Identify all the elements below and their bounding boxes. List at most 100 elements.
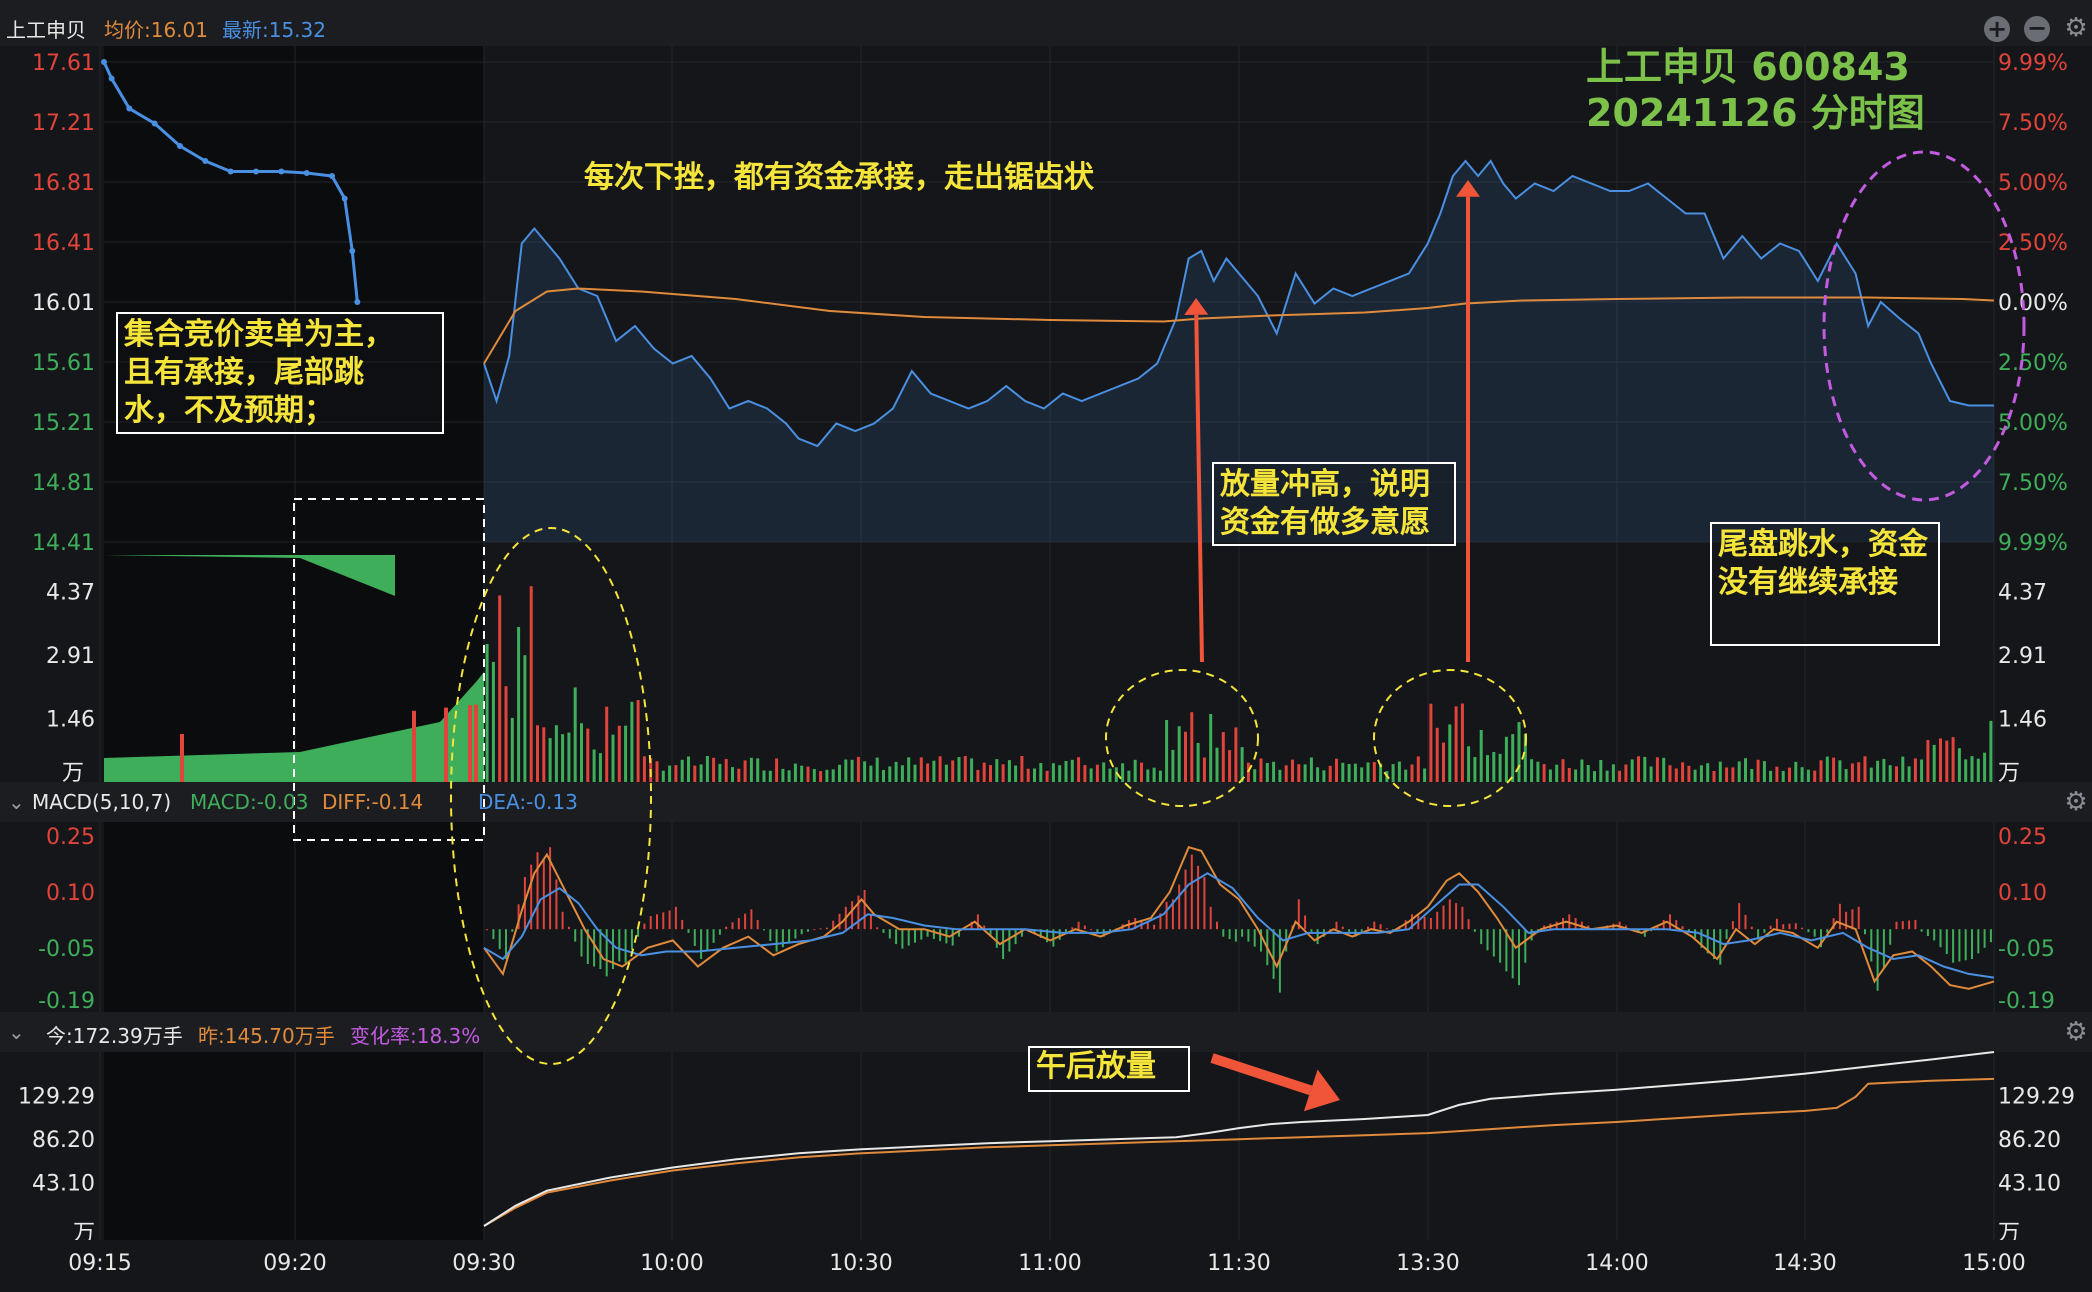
macd-histogram-bar (1914, 919, 1917, 930)
volume-bar (1750, 769, 1754, 782)
macd-histogram-bar (1662, 919, 1665, 930)
macd-histogram-bar (1316, 929, 1319, 945)
volume-bar (888, 766, 892, 782)
vol-collapse-icon[interactable]: ⌄ (8, 1020, 25, 1044)
volume-bar (1152, 767, 1156, 782)
price-tick-label: 17.21 (32, 111, 95, 136)
macd-histogram-bar (1039, 929, 1042, 938)
macd-tick-label: 0.10 (46, 881, 95, 906)
macd-histogram-bar (1234, 929, 1237, 942)
volume-bar (1467, 746, 1471, 782)
afternoon-volume-arrow-shaft (1210, 1053, 1313, 1096)
zoom-out-button[interactable]: − (2024, 16, 2050, 42)
volume-bar (1555, 764, 1559, 782)
pct-tick-label: 5.00% (1998, 171, 2068, 196)
macd-histogram-bar (1700, 929, 1703, 948)
macd-histogram-bar (1675, 920, 1678, 930)
chart-title-line2: 20241126 分时图 (1586, 91, 1925, 135)
macd-histogram-bar (970, 921, 973, 930)
macd-histogram-bar (486, 929, 489, 931)
macd-histogram-bar (888, 929, 891, 939)
volume-bar (875, 757, 879, 782)
volume-bar (1913, 758, 1917, 782)
morning-rise-arrow-head (1184, 298, 1209, 315)
macd-histogram-bar (1838, 903, 1841, 930)
macd-histogram-bar (1958, 929, 1961, 962)
volume-bar (624, 725, 628, 782)
volume-bar (1681, 762, 1685, 782)
macd-histogram-bar (492, 929, 495, 940)
volume-bar (1486, 755, 1489, 782)
macd-histogram-bar (1486, 929, 1489, 951)
morning-volume-ellipse (1105, 669, 1259, 807)
volume-bar (1114, 767, 1118, 782)
macd-histogram-bar (687, 929, 690, 933)
volume-bar (806, 766, 810, 782)
macd-indicator-name[interactable]: MACD(5,10,7) (32, 790, 172, 814)
volume-bar (838, 764, 841, 782)
volume-bar (1479, 730, 1483, 782)
macd-histogram-bar (1889, 929, 1892, 945)
volume-bar (1844, 769, 1848, 782)
macd-histogram-bar (1782, 924, 1785, 930)
auction-price-point (108, 75, 115, 82)
volume-unit-label-right: 万 (1998, 761, 2020, 786)
volume-bar (1014, 765, 1018, 782)
price-tick-label: 14.41 (32, 531, 95, 556)
volume-bar (1744, 758, 1747, 782)
volume-bar (1945, 740, 1949, 782)
volume-bar (982, 762, 986, 782)
volume-tick-label: 2.91 (46, 644, 95, 669)
vol-settings-button[interactable]: ⚙ (2062, 1018, 2090, 1046)
chart-title-line1: 上工申贝 600843 (1586, 45, 1910, 89)
volume-bar (1542, 764, 1546, 782)
volume-bar (1706, 763, 1710, 782)
macd-histogram-bar (1763, 929, 1766, 933)
time-tick-label: 14:30 (1773, 1251, 1836, 1276)
auction-price-point (253, 168, 259, 175)
volume-bar (705, 756, 709, 782)
macd-histogram-bar (649, 916, 652, 930)
macd-histogram-bar (1952, 929, 1955, 963)
auction-price-point (101, 59, 107, 65)
macd-histogram-bar (939, 929, 942, 942)
volume-bar (536, 725, 539, 782)
macd-histogram-bar (869, 914, 872, 930)
volume-bar (1429, 703, 1433, 782)
macd-histogram-bar (1046, 929, 1049, 943)
volume-bar (1492, 752, 1496, 782)
volume-bar (699, 764, 703, 782)
volume-tick-label-right: 1.46 (1998, 707, 2047, 732)
settings-button[interactable]: ⚙ (2062, 14, 2090, 42)
volume-bar (812, 769, 816, 782)
auction-volume-up-bar (474, 704, 478, 782)
volume-bar (1970, 756, 1974, 782)
macd-histogram-bar (624, 929, 627, 963)
pct-tick-label: 7.50% (1998, 111, 2068, 136)
macd-collapse-icon[interactable]: ⌄ (8, 790, 25, 814)
macd-histogram-bar (662, 912, 665, 930)
volume-bar (1630, 759, 1634, 782)
macd-histogram-bar (1845, 911, 1848, 930)
volume-bar (926, 763, 930, 782)
macd-value-label: MACD:-0.03 (190, 790, 309, 814)
volume-bar (1416, 756, 1420, 782)
volume-bar (1265, 763, 1269, 782)
auction-price-point (341, 195, 348, 202)
macd-histogram-bar (706, 929, 709, 951)
volume-bar (1561, 759, 1565, 782)
macd-tick-label-right: 0.25 (1998, 825, 2047, 850)
macd-histogram-bar (1096, 929, 1099, 933)
macd-histogram-bar (1448, 899, 1451, 930)
volume-bar (1876, 760, 1880, 782)
volume-bar (1221, 732, 1225, 782)
volume-bar (944, 764, 948, 782)
macd-histogram-bar (1864, 929, 1866, 935)
macd-histogram-bar (1165, 901, 1168, 930)
macd-histogram-bar (832, 920, 835, 930)
macd-tick-label: -0.05 (38, 937, 95, 962)
volume-bar (1460, 703, 1464, 782)
volume-tick-label: 1.46 (46, 707, 95, 732)
zoom-in-button[interactable]: + (1984, 16, 2010, 42)
macd-settings-button[interactable]: ⚙ (2062, 788, 2090, 816)
